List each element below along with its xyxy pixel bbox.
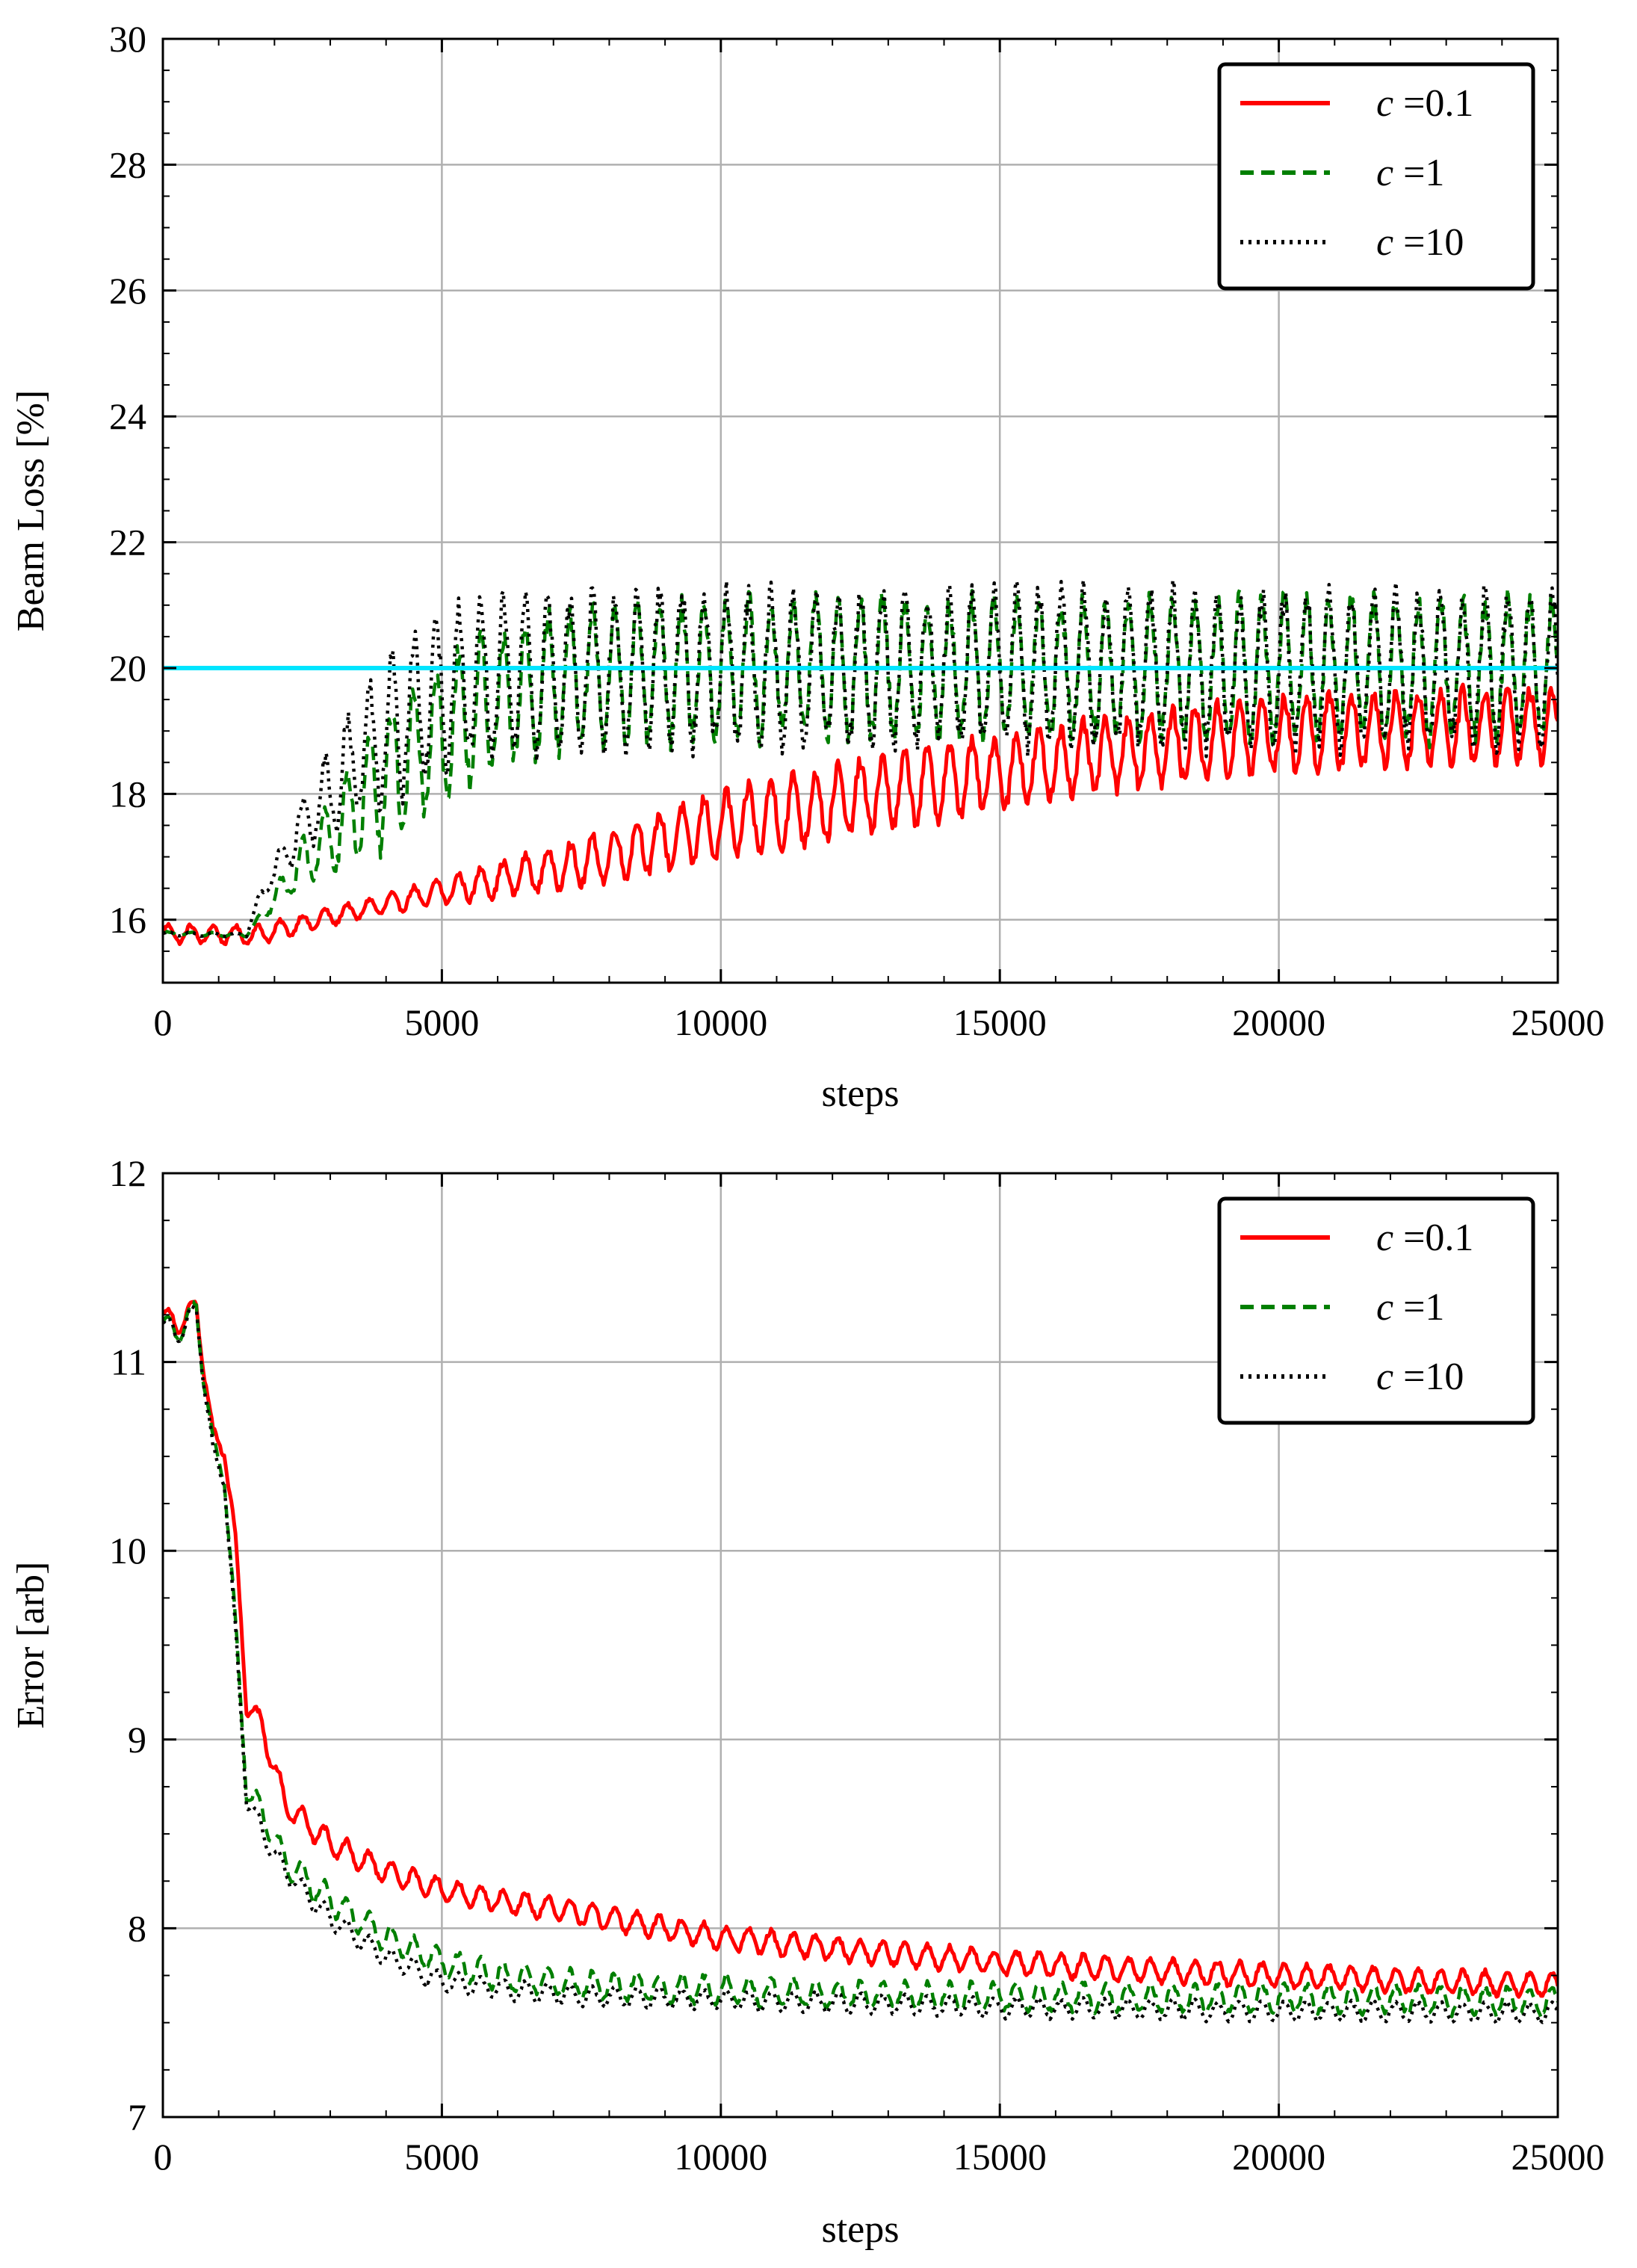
series-line-dotted bbox=[163, 578, 1558, 939]
y-tick-label: 8 bbox=[128, 1907, 146, 1949]
legend-label: c =1 bbox=[1376, 1286, 1444, 1329]
error-chart: 0 5000 10000 15000 20000 25000 7 8 9 10 11 12 steps E… bbox=[10, 1152, 1605, 2251]
y-tick-label: 11 bbox=[111, 1341, 146, 1383]
x-tick-label: 15000 bbox=[953, 1001, 1047, 1043]
y-tick-label: 30 bbox=[109, 18, 146, 60]
legend-box bbox=[1217, 62, 1535, 291]
x-tick-label: 10000 bbox=[674, 1001, 767, 1043]
series-line-solid bbox=[163, 1300, 1558, 1999]
x-tick-label: 20000 bbox=[1232, 1001, 1325, 1043]
y-tick-label: 12 bbox=[109, 1152, 146, 1194]
y-tick-label: 10 bbox=[109, 1530, 146, 1572]
x-tick-label: 0 bbox=[154, 2136, 173, 2178]
series-line-dotted bbox=[163, 1304, 1558, 2026]
beam-loss-chart: 0 5000 10000 15000 20000 25000 16 18 20 22 24 26 28 3… bbox=[10, 18, 1605, 1115]
x-tick-label: 10000 bbox=[674, 2136, 767, 2178]
x-tick-label: 25000 bbox=[1511, 2136, 1605, 2178]
legend-box bbox=[1217, 1196, 1535, 1425]
y-tick-label: 16 bbox=[109, 899, 146, 941]
x-tick-label: 15000 bbox=[953, 2136, 1047, 2178]
y-tick-label: 9 bbox=[128, 1719, 146, 1761]
legend-label: c =0.1 bbox=[1376, 82, 1473, 125]
legend-label: c =10 bbox=[1376, 221, 1464, 264]
y-axis-title: Beam Loss [%] bbox=[10, 390, 52, 631]
legend-label: c =1 bbox=[1376, 152, 1444, 194]
series-line-solid bbox=[163, 682, 1558, 947]
y-tick-label: 24 bbox=[109, 395, 146, 437]
y-tick-label: 7 bbox=[128, 2096, 146, 2138]
legend: c =0.1 c =1 c =10 bbox=[1217, 62, 1535, 291]
series-line-dashed bbox=[163, 1300, 1558, 2019]
series-line-dashed bbox=[163, 586, 1558, 939]
y-tick-label: 18 bbox=[109, 773, 146, 815]
y-tick-label: 26 bbox=[109, 270, 146, 312]
y-tick-label: 20 bbox=[109, 647, 146, 689]
x-tick-label: 5000 bbox=[404, 2136, 479, 2178]
x-tick-label: 0 bbox=[154, 1001, 173, 1043]
plot-area bbox=[163, 1300, 1558, 2026]
legend-label: c =10 bbox=[1376, 1356, 1464, 1398]
legend: c =0.1 c =1 c =10 bbox=[1217, 1196, 1535, 1425]
legend-label: c =0.1 bbox=[1376, 1217, 1473, 1259]
x-axis-title: steps bbox=[822, 2208, 900, 2251]
x-tick-label: 5000 bbox=[404, 1001, 479, 1043]
x-tick-label: 20000 bbox=[1232, 2136, 1325, 2178]
y-axis-title: Error [arb] bbox=[10, 1562, 52, 1729]
x-tick-label: 25000 bbox=[1511, 1001, 1605, 1043]
x-axis-title: steps bbox=[822, 1072, 900, 1115]
plot-area bbox=[163, 578, 1558, 947]
y-tick-label: 28 bbox=[109, 143, 146, 185]
y-tick-label: 22 bbox=[109, 522, 146, 563]
